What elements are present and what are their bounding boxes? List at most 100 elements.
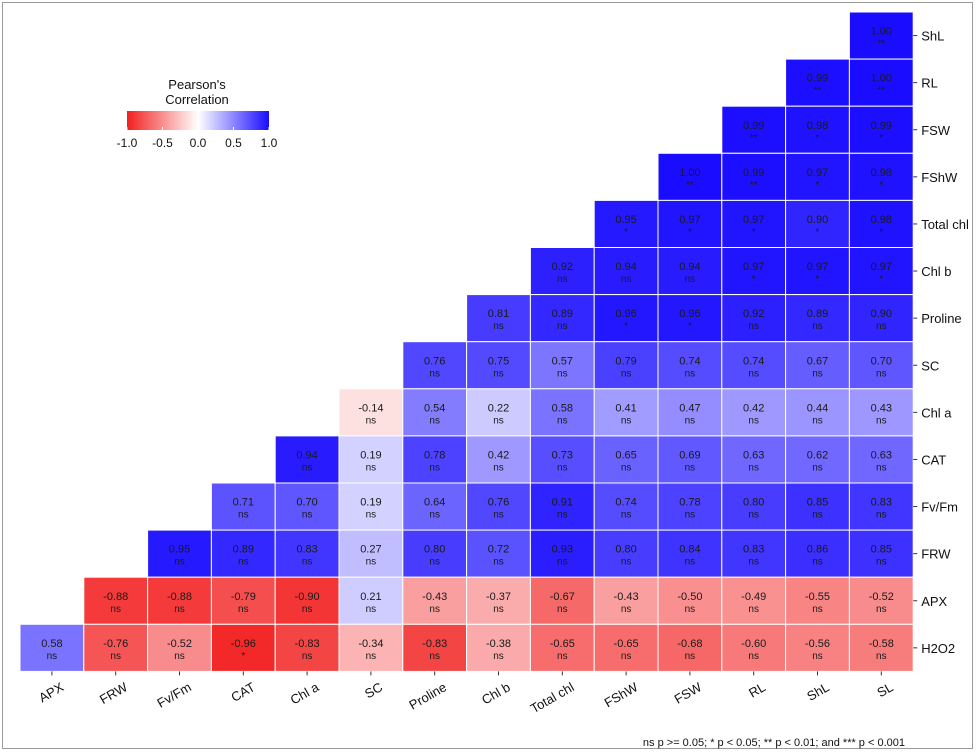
cell-significance: ns — [557, 557, 568, 568]
cell-significance: ns — [493, 604, 504, 615]
heatmap-cell-fill — [721, 341, 787, 390]
cell-significance: * — [688, 321, 692, 332]
heatmap-cell-fill — [657, 529, 723, 578]
cell-value: 0.71 — [233, 497, 254, 509]
heatmap-cell-fill — [402, 388, 468, 437]
cell-significance: ns — [621, 510, 632, 521]
cell-significance: ns — [685, 274, 696, 285]
cell-value: -0.37 — [486, 591, 511, 603]
heatmap-cell: -0.96* — [210, 623, 276, 672]
cell-significance: ns — [557, 415, 568, 426]
cell-significance: ns — [876, 321, 887, 332]
cell-value: 0.78 — [679, 497, 700, 509]
cell-significance: ns — [812, 510, 823, 521]
cell-significance: ns — [366, 462, 377, 473]
cell-significance: * — [816, 274, 820, 285]
cell-value: -0.52 — [167, 638, 192, 650]
cell-significance: ns — [429, 557, 440, 568]
cell-significance: * — [816, 227, 820, 238]
heatmap-cell-fill — [657, 341, 723, 390]
cell-significance: ns — [748, 651, 759, 662]
cell-significance: * — [752, 227, 756, 238]
heatmap-cell-fill — [657, 294, 723, 343]
cell-significance: ns — [876, 462, 887, 473]
heatmap-cell: 0.99** — [721, 152, 787, 201]
cell-value: 0.67 — [807, 355, 828, 367]
cell-value: 0.74 — [743, 355, 764, 367]
heatmap-cell-fill — [338, 482, 404, 531]
heatmap-cell-fill — [593, 341, 659, 390]
cell-significance: ns — [429, 651, 440, 662]
cell-value: -0.65 — [614, 638, 639, 650]
cell-significance: ns — [876, 510, 887, 521]
cell-value: 0.99 — [743, 120, 764, 132]
row-label: CAT — [921, 452, 946, 467]
cell-value: -0.55 — [805, 591, 830, 603]
cell-significance: ** — [814, 86, 822, 97]
cell-value: -0.83 — [422, 638, 447, 650]
cell-significance: ns — [748, 462, 759, 473]
cell-significance: ns — [366, 651, 377, 662]
cell-value: 0.96 — [679, 308, 700, 320]
heatmap-cells: 1.00**0.99**1.00**0.99**0.98*0.99*1.00**… — [19, 11, 914, 672]
heatmap-cell-fill — [848, 199, 914, 248]
cell-value: 0.21 — [360, 591, 381, 603]
cell-significance: ns — [429, 604, 440, 615]
legend-tick-label: 1.0 — [261, 136, 278, 150]
cell-value: 0.58 — [552, 402, 573, 414]
cell-value: 0.80 — [615, 544, 636, 556]
cell-value: 0.86 — [807, 544, 828, 556]
cell-significance: ns — [174, 557, 185, 568]
cell-value: -0.65 — [550, 638, 575, 650]
heatmap-cell-fill — [593, 199, 659, 248]
cell-significance: ns — [685, 462, 696, 473]
heatmap-cell-fill — [785, 529, 850, 578]
cell-value: 0.62 — [807, 449, 828, 461]
column-label: SL — [874, 679, 895, 700]
heatmap-cell-fill — [785, 341, 850, 390]
row-label: Chl a — [921, 405, 952, 420]
cell-significance: ns — [366, 415, 377, 426]
heatmap-cell-fill — [147, 576, 212, 625]
cell-value: 1.00 — [871, 73, 892, 85]
cell-significance: ns — [685, 415, 696, 426]
heatmap-cell-fill — [402, 341, 468, 390]
cell-value: 0.76 — [488, 497, 509, 509]
legend-ticks: -1.0 -0.5 0.0 0.5 1.0 — [117, 127, 278, 150]
cell-significance: ns — [366, 557, 377, 568]
cell-significance: ns — [557, 321, 568, 332]
heatmap-cell-fill — [848, 11, 914, 60]
cell-significance: ns — [110, 651, 121, 662]
cell-significance: ns — [876, 651, 887, 662]
cell-value: 0.97 — [807, 261, 828, 273]
cell-value: 0.94 — [679, 261, 700, 273]
cell-value: 0.83 — [743, 544, 764, 556]
cell-significance: ns — [238, 604, 249, 615]
cell-value: 0.41 — [615, 402, 636, 414]
row-label: Total chl — [921, 217, 969, 232]
cell-value: 0.95 — [615, 214, 636, 226]
heatmap-cell-fill — [466, 623, 531, 672]
